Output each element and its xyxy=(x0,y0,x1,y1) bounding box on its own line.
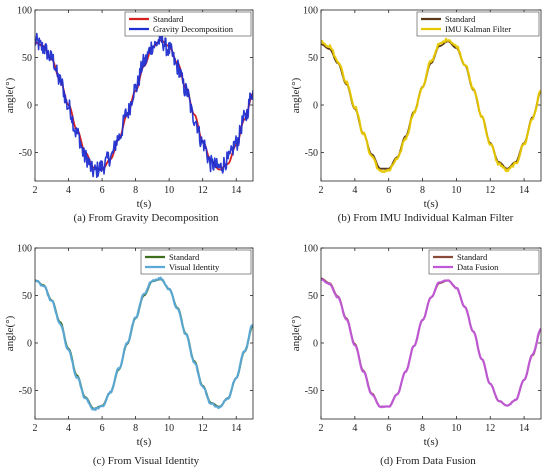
x-tick-label: 6 xyxy=(100,185,105,196)
x-tick-label: 6 xyxy=(100,423,105,434)
legend-entry: IMU Kalman Filter xyxy=(445,24,511,34)
x-tick-label: 4 xyxy=(66,423,71,434)
x-tick-label: 14 xyxy=(519,185,529,196)
panel-b: 2 4 6 8 10 12 14 -50 0 50 100 t(s) angle(°) StandardI… xyxy=(290,6,542,210)
x-tick-label: 8 xyxy=(420,185,425,196)
x-axis-label: t(s) xyxy=(424,198,439,210)
legend-entry: Standard xyxy=(457,252,488,262)
x-axis-label: t(s) xyxy=(424,436,439,448)
series-group-c xyxy=(35,276,253,412)
legend-box xyxy=(140,249,252,275)
x-tick-label: 14 xyxy=(519,423,529,434)
y-tick-label: -50 xyxy=(305,148,318,159)
legend-entry: Visual Identity xyxy=(169,262,220,272)
axes-frame xyxy=(320,9,542,182)
series-line-standard xyxy=(35,278,253,410)
caption-a: (a) From Gravity Decomposition xyxy=(73,212,219,224)
y-tick-label: 0 xyxy=(27,101,32,112)
x-tick-label: 14 xyxy=(231,185,241,196)
y-tick-label: 100 xyxy=(17,6,32,17)
legend-entry: Standard xyxy=(153,14,184,24)
y-axis-label: angle(°) xyxy=(4,77,16,113)
legend-box xyxy=(428,249,540,275)
legend-entry: Standard xyxy=(169,252,200,262)
series-line-estimate xyxy=(321,37,541,174)
x-tick-label: 10 xyxy=(164,423,174,434)
y-tick-label: 50 xyxy=(308,53,318,64)
x-tick-label: 10 xyxy=(451,185,461,196)
legend-entry: Data Fusion xyxy=(457,262,499,272)
y-axis-label: angle(°) xyxy=(4,315,16,351)
series-group-d xyxy=(321,277,541,409)
y-tick-label: -50 xyxy=(305,386,318,397)
legend-entry: Gravity Decomposition xyxy=(153,24,234,34)
y-tick-label: 100 xyxy=(303,244,318,255)
caption-c: (c) From Visual Identity xyxy=(92,455,200,467)
legend-box xyxy=(416,11,540,37)
y-axis-label: angle(°) xyxy=(290,77,302,113)
caption-b: (b) From IMU Individual Kalman Filter xyxy=(337,212,514,224)
x-tick-label: 12 xyxy=(198,185,208,196)
x-tick-label: 2 xyxy=(33,185,38,196)
x-tick-label: 10 xyxy=(451,423,461,434)
x-tick-label: 4 xyxy=(66,185,71,196)
x-tick-label: 2 xyxy=(319,423,324,434)
y-tick-label: 50 xyxy=(22,53,32,64)
panel-c: 2 4 6 8 10 12 14 -50 0 50 100 t(s) angle(°) StandardV… xyxy=(4,244,254,448)
y-tick-label: -50 xyxy=(19,148,32,159)
y-tick-label: 0 xyxy=(27,339,32,350)
axes-frame xyxy=(320,247,542,420)
series-group-b xyxy=(321,37,541,174)
x-tick-label: 14 xyxy=(231,423,241,434)
y-tick-label: 50 xyxy=(308,291,318,302)
series-line-estimate xyxy=(321,278,541,409)
y-tick-label: 100 xyxy=(17,244,32,255)
series-line-estimate xyxy=(35,32,253,178)
x-tick-label: 4 xyxy=(352,423,357,434)
y-tick-label: 100 xyxy=(303,6,318,17)
y-axis-label: angle(°) xyxy=(290,315,302,351)
y-tick-label: 0 xyxy=(313,339,318,350)
y-tick-label: -50 xyxy=(19,386,32,397)
x-tick-label: 12 xyxy=(485,185,495,196)
x-tick-label: 2 xyxy=(33,423,38,434)
caption-d: (d) From Data Fusion xyxy=(380,455,476,467)
x-axis-label: t(s) xyxy=(137,436,152,448)
panel-a: 2 4 6 8 10 12 14 -50 0 50 100 t(s) angle(°) StandardG… xyxy=(4,6,254,210)
axes-frame xyxy=(34,9,254,182)
x-tick-label: 4 xyxy=(352,185,357,196)
y-tick-label: 0 xyxy=(313,101,318,112)
series-line-estimate xyxy=(35,276,253,412)
x-tick-label: 12 xyxy=(198,423,208,434)
x-tick-label: 6 xyxy=(386,423,391,434)
y-tick-label: 50 xyxy=(22,291,32,302)
x-tick-label: 8 xyxy=(133,423,138,434)
series-group-a xyxy=(35,32,253,178)
x-tick-label: 2 xyxy=(319,185,324,196)
x-tick-label: 6 xyxy=(386,185,391,196)
x-tick-label: 10 xyxy=(164,185,174,196)
x-tick-label: 8 xyxy=(420,423,425,434)
axes-frame xyxy=(34,247,254,420)
legend-box xyxy=(124,11,252,37)
x-axis-label: t(s) xyxy=(137,198,152,210)
panel-d: 2 4 6 8 10 12 14 -50 0 50 100 t(s) angle(°) StandardD… xyxy=(290,244,542,448)
x-tick-label: 8 xyxy=(133,185,138,196)
legend-entry: Standard xyxy=(445,14,476,24)
x-tick-label: 12 xyxy=(485,423,495,434)
